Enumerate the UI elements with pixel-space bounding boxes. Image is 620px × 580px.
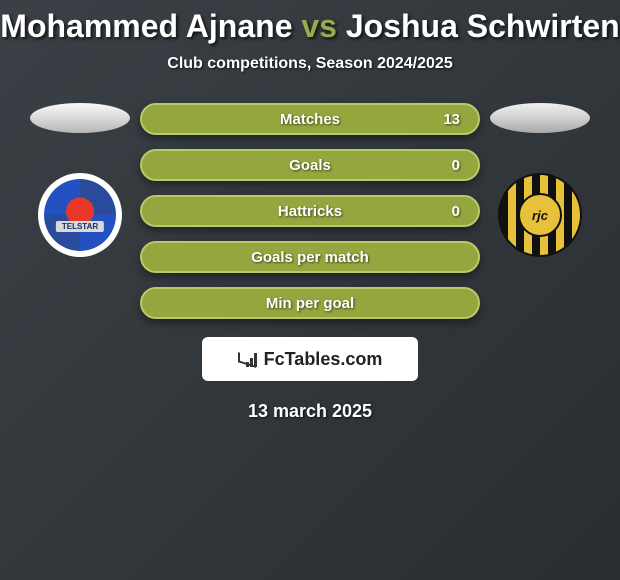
- stat-label: Hattricks: [278, 203, 342, 220]
- stat-label: Goals: [289, 157, 331, 174]
- roda-badge-text: rjc: [518, 193, 562, 237]
- stat-bar-hattricks: Hattricks 0: [140, 195, 480, 227]
- player1-name: Mohammed Ajnane: [0, 8, 292, 44]
- subtitle: Club competitions, Season 2024/2025: [0, 55, 620, 73]
- player2-name: Joshua Schwirten: [346, 8, 620, 44]
- date-label: 13 march 2025: [0, 401, 620, 422]
- right-side: rjc: [480, 103, 600, 257]
- club-logo-left: [38, 173, 122, 257]
- vs-separator: vs: [301, 8, 337, 44]
- stat-value: 0: [452, 157, 460, 174]
- stat-label: Matches: [280, 111, 340, 128]
- watermark-text: FcTables.com: [264, 349, 383, 370]
- watermark: FcTables.com: [202, 337, 418, 381]
- stat-label: Min per goal: [266, 295, 354, 312]
- player1-photo-placeholder: [30, 103, 130, 133]
- comparison-content: Matches 13 Goals 0 Hattricks 0 Goals per…: [0, 103, 620, 319]
- player2-photo-placeholder: [490, 103, 590, 133]
- chart-icon: [238, 351, 258, 367]
- club-logo-right: rjc: [498, 173, 582, 257]
- stat-bars: Matches 13 Goals 0 Hattricks 0 Goals per…: [140, 103, 480, 319]
- stat-bar-min-per-goal: Min per goal: [140, 287, 480, 319]
- stat-label: Goals per match: [251, 249, 369, 266]
- page-title: Mohammed Ajnane vs Joshua Schwirten: [0, 0, 620, 45]
- left-side: [20, 103, 140, 257]
- stat-value: 13: [443, 111, 460, 128]
- stat-bar-goals-per-match: Goals per match: [140, 241, 480, 273]
- stat-bar-matches: Matches 13: [140, 103, 480, 135]
- stat-bar-goals: Goals 0: [140, 149, 480, 181]
- stat-value: 0: [452, 203, 460, 220]
